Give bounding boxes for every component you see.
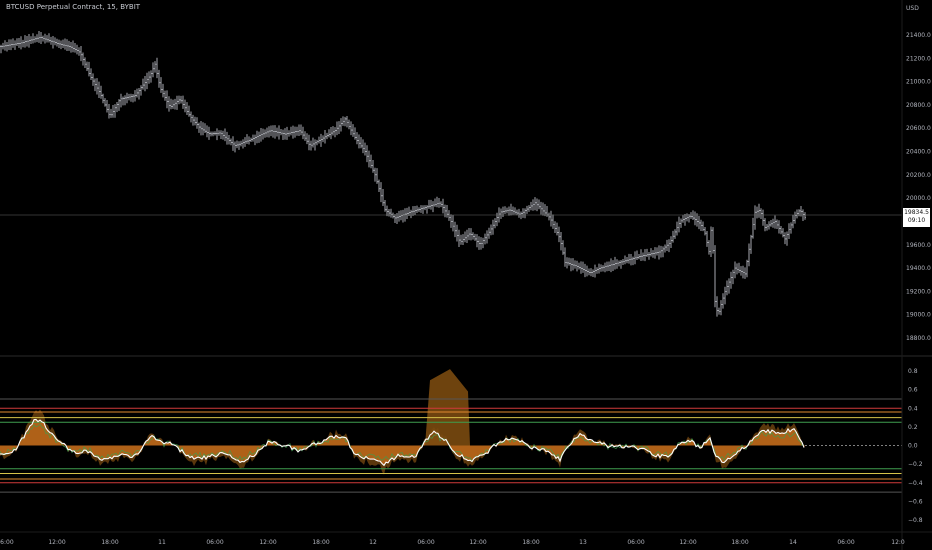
time-tick-label: 06:00 [837,539,854,546]
osc-tick-label: −0.6 [908,498,923,505]
osc-main-line [0,418,805,467]
time-tick-label: 06:00 [627,539,644,546]
bar-countdown: 09:10 [907,217,926,224]
time-tick-label: 12:00 [48,539,65,546]
axis-labels: USD 21400.0 21200.0 21000.0 20800.0 20600.0 20… [0,5,931,546]
time-tick-label: 06:00 [0,539,14,546]
time-tick-label: 18:00 [731,539,748,546]
time-tick-label: 14 [789,539,797,546]
price-tick-label: 21400.0 [906,32,931,39]
current-price-label: 19834.5 09:10 [903,208,930,227]
time-tick-label: 12:00 [679,539,696,546]
osc-tick-label: 0.6 [908,387,918,394]
osc-tick-label: 0.0 [908,443,918,450]
price-tick-label: 19000.0 [906,312,931,319]
time-tick-label: 13 [579,539,587,546]
oscillator-levels [0,398,902,493]
osc-tick-label: 0.4 [908,405,918,412]
price-tick-label: 20200.0 [906,172,931,179]
osc-spike-area [425,369,470,446]
time-tick-label: 18:00 [101,539,118,546]
price-tick-label: 20800.0 [906,102,931,109]
price-tick-label: 20400.0 [906,149,931,156]
price-tick-label: 21200.0 [906,55,931,62]
price-tick-label: 20600.0 [906,125,931,132]
price-tick-label: 19400.0 [906,265,931,272]
price-tick-label: 20000.0 [906,195,931,202]
oscillator-lines [0,418,805,467]
time-tick-label: 06:00 [206,539,223,546]
price-tick-label: 19600.0 [906,242,931,249]
osc-tick-label: −0.4 [908,480,923,487]
osc-tick-label: 0.8 [908,368,918,375]
osc-tick-label: −0.8 [908,517,923,524]
osc-area-main [0,419,805,466]
time-tick-label: 18:00 [312,539,329,546]
time-tick-label: 06:00 [417,539,434,546]
time-tick-label: 12 [369,539,377,546]
osc-signal-line [0,423,805,462]
osc-tick-label: −0.2 [908,461,923,468]
osc-tick-label: 0.2 [908,424,918,431]
price-tick-label: 19200.0 [906,288,931,295]
time-tick-label: 11 [158,539,166,546]
candle-series [0,30,806,317]
time-tick-label: 12:00 [469,539,486,546]
time-tick-label: 18:00 [522,539,539,546]
chart-title: BTCUSD Perpetual Contract, 15, BYBIT [6,3,141,11]
current-price-value: 19834.5 [904,209,929,216]
price-tick-label: 21000.0 [906,79,931,86]
time-tick-label: 12:0 [891,539,905,546]
time-tick-label: 12:00 [259,539,276,546]
price-axis-unit: USD [906,5,919,12]
price-tick-label: 18800.0 [906,335,931,342]
